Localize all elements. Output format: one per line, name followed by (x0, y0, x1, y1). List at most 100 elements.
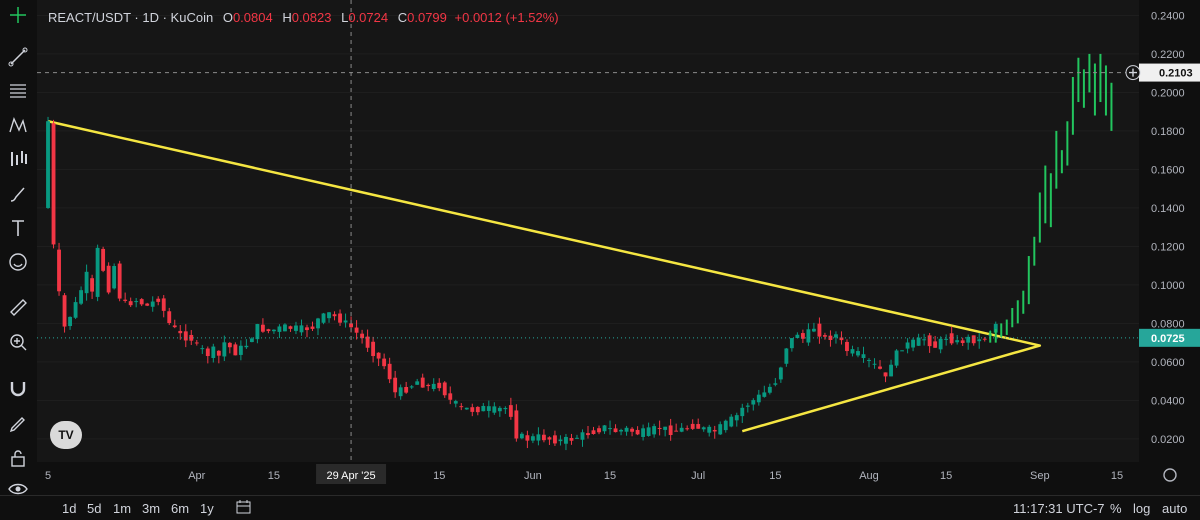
y-tick-label: 0.1400 (1151, 203, 1185, 215)
candle-body (927, 335, 932, 347)
timeframe-1y[interactable]: 1y (200, 501, 214, 516)
close-label: C (397, 10, 408, 25)
x-tick-label: Aug (859, 470, 879, 482)
percent-toggle[interactable]: % (1110, 501, 1122, 516)
candlestick-series (46, 116, 998, 451)
candle-body (580, 432, 585, 440)
brush-icon[interactable] (7, 183, 29, 205)
auto-toggle[interactable]: auto (1162, 501, 1188, 516)
y-tick-label: 0.2000 (1151, 87, 1185, 99)
candle-body (205, 348, 210, 357)
candle-body (668, 425, 673, 436)
candle-body (194, 342, 199, 344)
candle-body (387, 363, 392, 380)
candle-body (453, 401, 458, 404)
candle-body (310, 326, 315, 329)
candle-body (701, 427, 706, 430)
candle-body (905, 342, 910, 349)
y-tick-label: 0.1600 (1151, 164, 1185, 176)
zoom-icon[interactable] (7, 331, 29, 353)
triangle-pattern (47, 120, 1042, 433)
candle-body (823, 335, 827, 337)
emoji-icon[interactable] (7, 251, 29, 273)
x-tick-label: 15 (433, 470, 445, 482)
candle-body (856, 351, 860, 356)
candle-body (497, 407, 502, 412)
x-tick-label: 29 Apr '25 (326, 470, 375, 482)
candle-body (167, 311, 172, 324)
candle-body (806, 329, 811, 343)
y-tick-label: 0.2400 (1151, 10, 1185, 22)
triangle-lines (47, 120, 1042, 433)
candle-body (448, 393, 453, 400)
candle-body (690, 423, 695, 429)
candle-body (740, 407, 745, 417)
x-tick-label: Jun (524, 470, 542, 482)
candle-body (117, 263, 122, 299)
candle-body (883, 372, 888, 377)
lock-icon[interactable] (7, 447, 29, 469)
candle-body (244, 345, 249, 348)
candle-body (442, 382, 447, 396)
candle-body (569, 437, 574, 441)
log-toggle[interactable]: log (1133, 501, 1151, 516)
timeframe-5d[interactable]: 5d (87, 501, 102, 516)
x-tick-label: Sep (1030, 470, 1050, 482)
candle-body (922, 339, 927, 341)
trend-line-icon[interactable] (7, 46, 29, 68)
candle-body (944, 338, 949, 340)
candle-body (73, 302, 78, 318)
candle-body (349, 323, 353, 328)
candle-body (966, 336, 971, 343)
pattern-icon[interactable] (7, 114, 29, 136)
x-tick-label: Apr (188, 470, 205, 482)
candle-body (183, 331, 188, 341)
candle-body (734, 415, 739, 421)
candle-body (619, 429, 623, 432)
candle-body (530, 436, 535, 441)
crosshair-icon[interactable] (7, 4, 29, 26)
candle-body (272, 329, 276, 332)
symbol-title[interactable]: REACT/USDT · 1D · KuCoin (48, 10, 214, 25)
timeframe-1m[interactable]: 1m (113, 501, 132, 516)
forecast-icon[interactable] (7, 148, 29, 170)
ruler-icon[interactable] (7, 296, 29, 318)
candle-body (172, 325, 177, 328)
candle-body (189, 334, 194, 341)
candle-body (481, 405, 486, 412)
candle-body (850, 349, 855, 354)
candle-body (674, 430, 679, 432)
magnet-icon[interactable] (7, 377, 29, 399)
fib-lines-icon[interactable] (7, 80, 29, 102)
text-icon[interactable] (7, 217, 29, 239)
y-tick-label: 0.0200 (1151, 434, 1185, 446)
x-tick-label: 5 (45, 470, 51, 482)
candle-body (255, 324, 260, 340)
candle-body (828, 335, 833, 341)
timeframe-6m[interactable]: 6m (171, 501, 190, 516)
lock-drawing-icon[interactable] (7, 413, 29, 435)
candle-body (624, 427, 629, 432)
candle-body (492, 406, 497, 413)
candle-body (597, 428, 601, 433)
candle-body (949, 333, 954, 344)
projection-series (989, 53, 1113, 343)
plus-icon (1129, 68, 1137, 77)
y-tick-label: 0.1800 (1151, 126, 1185, 138)
candle-body (200, 348, 205, 350)
tradingview-logo[interactable]: TV (50, 421, 82, 449)
calendar-range-icon[interactable] (236, 499, 254, 518)
candle-body (101, 248, 106, 271)
candle-body (762, 392, 767, 397)
chart-overlay (37, 0, 1139, 462)
candle-body (718, 424, 723, 435)
candle-body (955, 340, 960, 343)
y-tick-label: 0.1000 (1151, 280, 1185, 292)
eye-icon[interactable] (7, 478, 29, 500)
candle-body (993, 323, 998, 333)
price-chart[interactable]: 0.0200 0.0400 0.0600 0.0800 0.1000 0.1200 0.14… (37, 0, 1200, 495)
candle-body (327, 312, 331, 319)
timeframe-1d[interactable]: 1d (62, 501, 77, 516)
candle-body (343, 320, 348, 323)
timeframe-3m[interactable]: 3m (142, 501, 161, 516)
